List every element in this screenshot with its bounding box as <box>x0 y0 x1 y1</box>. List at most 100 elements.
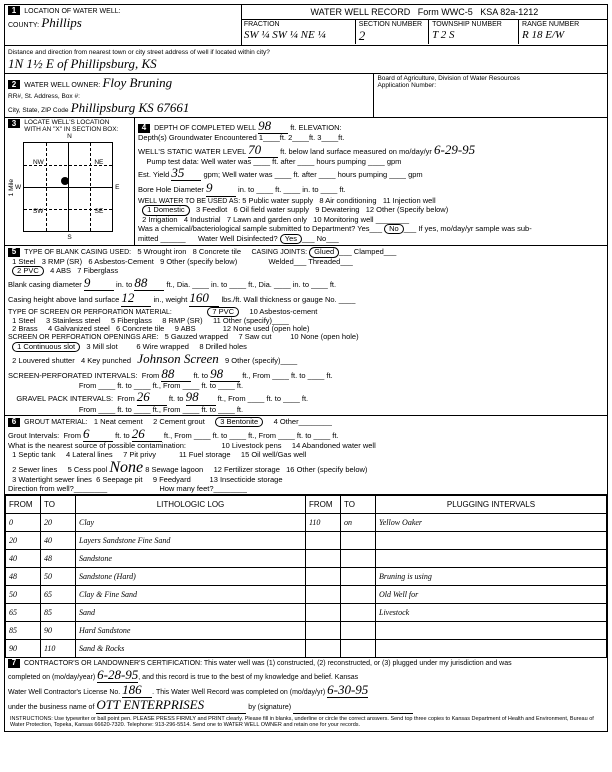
sw-label: SW <box>33 208 43 215</box>
p5: 5 Gauzed wrapped <box>165 332 228 341</box>
log-row: 8590Hard Sandstone <box>6 621 607 639</box>
signature <box>293 698 413 713</box>
gpi-from: 26 <box>137 390 167 405</box>
log-row: 4850Sandstone (Hard)Bruning is using <box>6 567 607 585</box>
depth-value: 98 <box>258 119 288 134</box>
c5: 5 Cess pool <box>68 465 108 474</box>
log-from: 90 <box>6 639 41 657</box>
log-to: 48 <box>41 549 76 567</box>
section-value: 2 <box>359 28 366 43</box>
range-value: R 18 E/W <box>522 29 564 41</box>
township-value: T 2 S <box>432 29 454 41</box>
log-to: 50 <box>41 567 76 585</box>
form-title-cell: WATER WELL RECORD Form WWC-5 KSA 82a-121… <box>242 5 607 45</box>
log-plug: Livestock <box>376 603 607 621</box>
mile-label: 1 Mile <box>8 179 15 196</box>
log-pfrom <box>306 639 341 657</box>
s2: 2 Brass <box>12 324 37 333</box>
county-label: County: <box>8 22 39 29</box>
log-from: 20 <box>6 531 41 549</box>
s6: 6 Concrete tile <box>116 324 164 333</box>
log-pfrom: 110 <box>306 513 341 531</box>
open-continuous: 1 Continuous slot <box>12 342 80 352</box>
log-pfrom <box>306 603 341 621</box>
log-pto <box>341 621 376 639</box>
log-plug <box>376 621 607 639</box>
section-3-num: 3 <box>8 119 20 128</box>
form-container: 1 LOCATION OF WATER WELL: County: Philli… <box>4 4 608 732</box>
nw-label: NW <box>33 159 44 166</box>
chem-label: Was a chemical/bacteriological sample su… <box>138 224 370 233</box>
swl-suffix: ft. below land surface measured on mo/da… <box>280 147 432 156</box>
c12: 12 Fertilizer storage <box>214 465 280 474</box>
o18: 8 Concrete tile <box>193 247 241 256</box>
log-pto <box>341 567 376 585</box>
sec5-row: 5 TYPE OF BLANK CASING USED: 5 Wrought i… <box>5 246 607 415</box>
dist-label: Distance and direction from nearest town… <box>8 49 270 56</box>
est-yield-label: Est. Yield <box>138 170 169 179</box>
johnson-screen: Johnson Screen <box>137 351 218 366</box>
p4: 4 Key punched <box>81 356 131 365</box>
log-to: 85 <box>41 603 76 621</box>
fraction-label: Fraction <box>244 21 352 29</box>
section-label: Section Number <box>359 21 425 29</box>
biz-label: under the business name of <box>8 704 94 711</box>
log-desc: Clay <box>76 513 306 531</box>
se-label: SE <box>95 208 104 215</box>
height-label: Casing height above land surface <box>8 295 119 304</box>
c4: 4 Lateral lines <box>66 450 113 459</box>
log-h-desc: LITHOLOGIC LOG <box>76 495 306 513</box>
sec5-label: TYPE OF BLANK CASING USED: <box>24 249 131 256</box>
comp-label: completed on (mo/day/year) <box>8 674 95 681</box>
gw-label: Depth(s) Groundwater Encountered <box>138 133 257 142</box>
sec3-label: LOCATE WELL'S LOCATION WITH AN "X" IN SE… <box>24 119 124 133</box>
log-row: 4048Sandstone <box>6 549 607 567</box>
log-pfrom <box>306 585 341 603</box>
board-label: Board of Agriculture, Division of Water … <box>377 75 604 82</box>
log-h-pfrom: FROM <box>306 495 341 513</box>
s10: 10 Asbestos-cement <box>249 307 317 316</box>
open-label: SCREEN OR PERFORATION OPENINGS ARE: <box>8 334 158 341</box>
log-to: 110 <box>41 639 76 657</box>
c13: 13 Insecticide storage <box>210 475 283 484</box>
jc: Clamped <box>354 247 384 256</box>
sig-label: by (signature) <box>248 704 291 711</box>
log-from: 50 <box>6 585 41 603</box>
jt: Threaded <box>308 257 340 266</box>
ne-label: NE <box>94 159 103 166</box>
hp2: hours pumping <box>338 170 388 179</box>
log-from: 40 <box>6 549 41 567</box>
log-pfrom <box>306 567 341 585</box>
p10: 10 None (open hole) <box>290 332 358 341</box>
well-location-dot <box>61 177 69 185</box>
c6: 6 Seepage pit <box>96 475 142 484</box>
section-7-num: 7 <box>8 659 20 668</box>
log-desc: Sandstone <box>76 549 306 567</box>
log-h-from: FROM <box>6 495 41 513</box>
township-label: Township Number <box>432 21 515 29</box>
diam1: 9 <box>84 276 114 291</box>
lic-label: Water Well Contractor's License No. <box>8 689 120 696</box>
o13: 3 RMP (SR) <box>42 257 82 266</box>
bore-label: Bore Hole Diameter <box>138 185 204 194</box>
contam-none: None <box>109 459 143 476</box>
diam-label: Blank casing diameter <box>8 280 82 289</box>
o19: 9 Other (specify below) <box>160 257 237 266</box>
dir-label: Direction from well? <box>8 484 74 493</box>
log-plug: Yellow Oaker <box>376 513 607 531</box>
sec1-label: LOCATION OF WATER WELL: <box>24 8 120 15</box>
section-2-num: 2 <box>8 80 20 89</box>
g4x: 4 Other <box>274 417 299 426</box>
to1: 88 <box>134 276 164 291</box>
city-value: Phillipsburg KS 67661 <box>71 100 190 115</box>
log-from: 0 <box>6 513 41 531</box>
sec7-row: 7 CONTRACTOR'S OR LANDOWNER'S CERTIFICAT… <box>5 658 607 731</box>
log-pfrom <box>306 549 341 567</box>
gpi-to: 98 <box>186 390 216 405</box>
log-h-to: TO <box>41 495 76 513</box>
est-yield: 35 <box>171 166 201 181</box>
height-value: 12 <box>121 291 151 306</box>
u2: 2 Irrigation <box>142 215 177 224</box>
sec6-label: GROUT MATERIAL: <box>24 419 88 426</box>
title-row: 1 LOCATION OF WATER WELL: County: Philli… <box>5 5 607 46</box>
